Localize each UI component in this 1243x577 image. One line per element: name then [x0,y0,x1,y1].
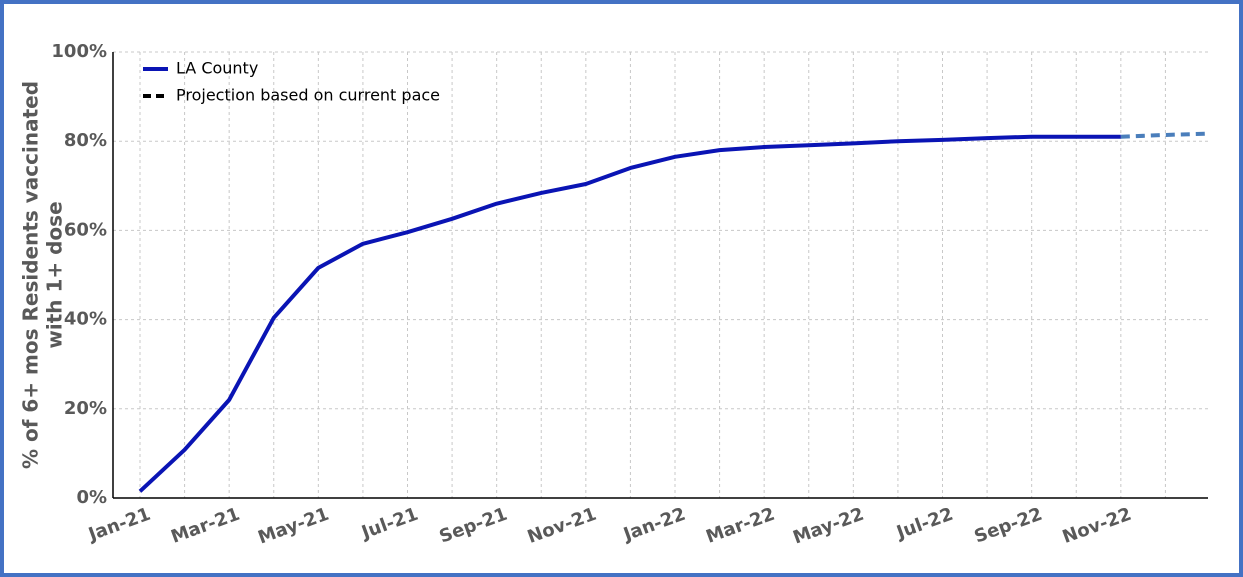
y-tick-label: 20% [64,398,107,419]
y-axis-label: with 1+ dose [43,201,67,348]
y-tick-label: 0% [76,487,107,508]
y-axis-label: % of 6+ mos Residents vaccinated [19,81,43,469]
y-tick-label: 100% [51,41,107,62]
y-tick-label: 40% [64,309,107,330]
y-tick-label: 80% [64,130,107,151]
y-tick-label: 60% [64,219,107,240]
legend-label: Projection based on current pace [176,86,440,105]
line-series [138,134,1121,493]
legend-label: LA County [176,59,258,78]
